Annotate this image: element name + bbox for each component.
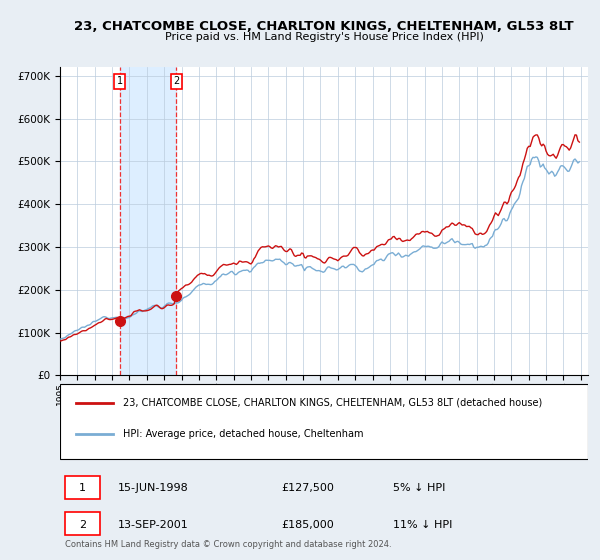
Bar: [120, 67, 176, 375]
Text: Price paid vs. HM Land Registry's House Price Index (HPI): Price paid vs. HM Land Registry's House …: [164, 32, 484, 43]
Text: 11% ↓ HPI: 11% ↓ HPI: [392, 520, 452, 530]
Text: £185,000: £185,000: [282, 520, 335, 530]
Text: 2: 2: [173, 76, 179, 86]
Text: 15-JUN-1998: 15-JUN-1998: [118, 483, 189, 493]
Text: Contains HM Land Registry data © Crown copyright and database right 2024.: Contains HM Land Registry data © Crown c…: [65, 540, 392, 549]
Text: 13-SEP-2001: 13-SEP-2001: [118, 520, 189, 530]
FancyBboxPatch shape: [65, 512, 100, 535]
Text: HPI: Average price, detached house, Cheltenham: HPI: Average price, detached house, Chel…: [124, 428, 364, 438]
Text: 23, CHATCOMBE CLOSE, CHARLTON KINGS, CHELTENHAM, GL53 8LT: 23, CHATCOMBE CLOSE, CHARLTON KINGS, CHE…: [74, 20, 574, 32]
Text: 23, CHATCOMBE CLOSE, CHARLTON KINGS, CHELTENHAM, GL53 8LT (detached house): 23, CHATCOMBE CLOSE, CHARLTON KINGS, CHE…: [124, 397, 542, 407]
FancyBboxPatch shape: [60, 384, 588, 459]
Text: £127,500: £127,500: [282, 483, 335, 493]
FancyBboxPatch shape: [65, 476, 100, 498]
Text: 1: 1: [117, 76, 123, 86]
Text: 2: 2: [79, 520, 86, 530]
Text: 1: 1: [79, 483, 86, 493]
Text: 5% ↓ HPI: 5% ↓ HPI: [392, 483, 445, 493]
